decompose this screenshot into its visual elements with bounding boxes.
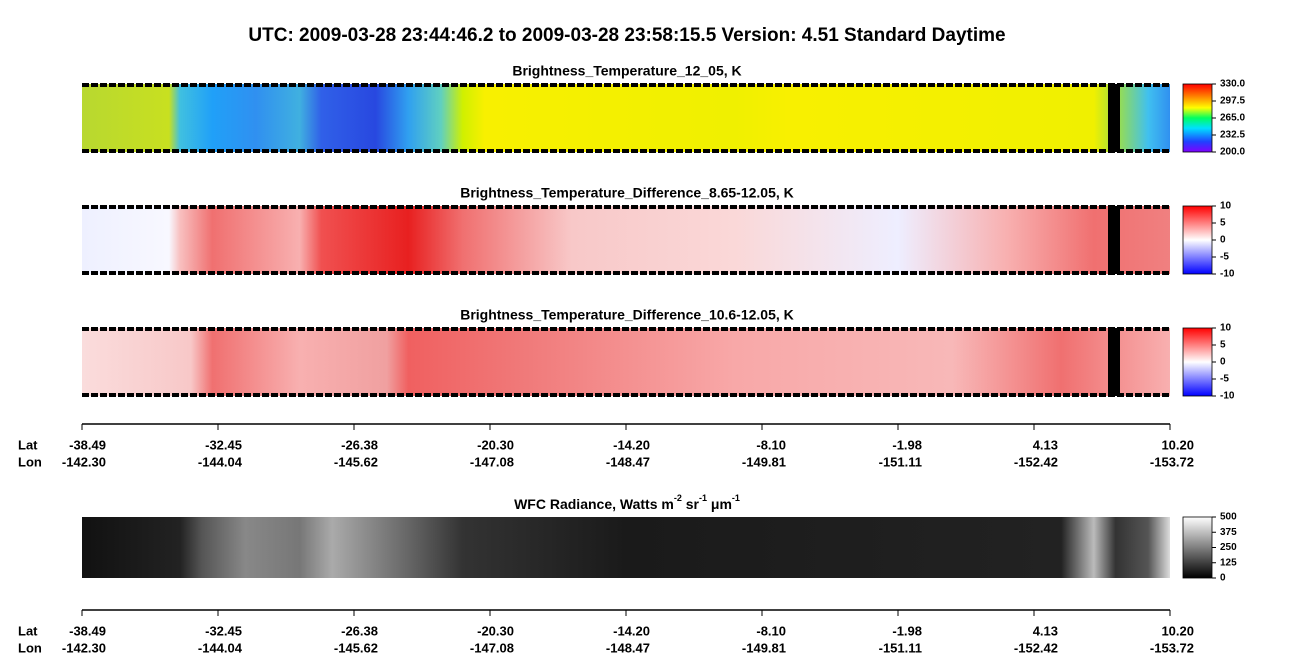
colorbar-tick-label: 0	[1220, 573, 1226, 584]
colorbar	[1182, 516, 1213, 579]
panel-title: WFC Radiance, Watts m-2 sr-1 μm-1	[514, 493, 740, 511]
colorbar-tick-label: 0	[1220, 235, 1226, 246]
lat-label: Lat	[18, 623, 38, 638]
data-gap	[1108, 328, 1120, 396]
lon-tick-label: -152.42	[1014, 454, 1058, 469]
lat-tick-label: 10.20	[1161, 437, 1194, 452]
colorbar-tick-label: 375	[1220, 527, 1237, 538]
image	[82, 206, 1170, 274]
image	[82, 328, 1170, 396]
lon-tick-label: -147.08	[470, 640, 514, 655]
title-part: -1	[699, 493, 707, 503]
lon-tick-label: -145.62	[334, 640, 378, 655]
colorbar	[1182, 83, 1213, 153]
colorbar-tick-label: 0	[1220, 357, 1226, 368]
lat-tick-label: -32.45	[205, 623, 242, 638]
lon-tick-label: -144.04	[198, 640, 243, 655]
lon-tick-label: -149.81	[742, 454, 786, 469]
lat-tick-label: -8.10	[756, 437, 786, 452]
lon-tick-label: -151.11	[879, 640, 922, 655]
data-gap	[1108, 84, 1120, 152]
lon-tick-label: -145.62	[334, 454, 378, 469]
panel-title: Brightness_Temperature_Difference_10.6-1…	[460, 307, 794, 323]
lat-tick-label: -8.10	[756, 623, 786, 638]
main-title: UTC: 2009-03-28 23:44:46.2 to 2009-03-28…	[248, 25, 1005, 46]
lat-tick-label: -38.49	[69, 437, 106, 452]
colorbar-tick-label: 250	[1220, 542, 1237, 553]
image	[82, 517, 1170, 578]
lon-tick-label: -148.47	[606, 640, 650, 655]
colorbar-tick-label: 330.0	[1220, 79, 1245, 90]
colorbar-tick-label: 5	[1220, 340, 1226, 351]
colorbar-tick-label: 10	[1220, 201, 1232, 212]
lon-tick-label: -152.42	[1014, 640, 1058, 655]
lon-tick-label: -144.04	[198, 454, 243, 469]
lat-tick-label: -32.45	[205, 437, 242, 452]
panel-title: Brightness_Temperature_Difference_8.65-1…	[460, 185, 794, 201]
data-gap	[1108, 206, 1120, 274]
colorbar-tick-label: 500	[1220, 512, 1237, 523]
lon-tick-label: -153.72	[1150, 640, 1194, 655]
lon-tick-label: -153.72	[1150, 454, 1194, 469]
colorbar-tick-label: 265.0	[1220, 113, 1245, 124]
colorbar-tick-label: 200.0	[1220, 147, 1245, 158]
lat-tick-label: 4.13	[1033, 623, 1058, 638]
image	[82, 84, 1170, 152]
lat-tick-label: -14.20	[613, 437, 650, 452]
colorbar	[1182, 327, 1213, 397]
colorbar-tick-label: -5	[1220, 252, 1229, 263]
panel-title: Brightness_Temperature_12_05, K	[512, 63, 741, 79]
lat-tick-label: -14.20	[613, 623, 650, 638]
lat-tick-label: -38.49	[69, 623, 106, 638]
lon-tick-label: -142.30	[62, 640, 106, 655]
lat-tick-label: -1.98	[892, 623, 922, 638]
lon-label: Lon	[18, 640, 42, 655]
lon-tick-label: -147.08	[470, 454, 514, 469]
lon-tick-label: -142.30	[62, 454, 106, 469]
title-part: -1	[732, 493, 740, 503]
colorbar	[1182, 205, 1213, 275]
title-part: -2	[674, 493, 682, 503]
colorbar-tick-label: -10	[1220, 269, 1235, 280]
lon-tick-label: -151.11	[879, 454, 922, 469]
colorbar-tick-label: 297.5	[1220, 96, 1245, 107]
colorbar-tick-label: 10	[1220, 323, 1232, 334]
title-part: WFC Radiance, Watts m	[514, 496, 674, 512]
lat-tick-label: -20.30	[477, 623, 514, 638]
colorbar-tick-label: -5	[1220, 374, 1229, 385]
colorbar-tick-label: 125	[1220, 557, 1237, 568]
lat-tick-label: -26.38	[341, 623, 378, 638]
colorbar-tick-label: 232.5	[1220, 130, 1245, 141]
lon-tick-label: -148.47	[606, 454, 650, 469]
lat-tick-label: 4.13	[1033, 437, 1058, 452]
colorbar-tick-label: -10	[1220, 391, 1235, 402]
colorbar-tick-label: 5	[1220, 218, 1226, 229]
lat-tick-label: -1.98	[892, 437, 922, 452]
lat-tick-label: -20.30	[477, 437, 514, 452]
lat-tick-label: -26.38	[341, 437, 378, 452]
title-part: sr	[682, 496, 700, 512]
lon-label: Lon	[18, 454, 42, 469]
lat-label: Lat	[18, 437, 38, 452]
lat-tick-label: 10.20	[1161, 623, 1194, 638]
title-part: μm	[707, 496, 732, 512]
lon-tick-label: -149.81	[742, 640, 786, 655]
